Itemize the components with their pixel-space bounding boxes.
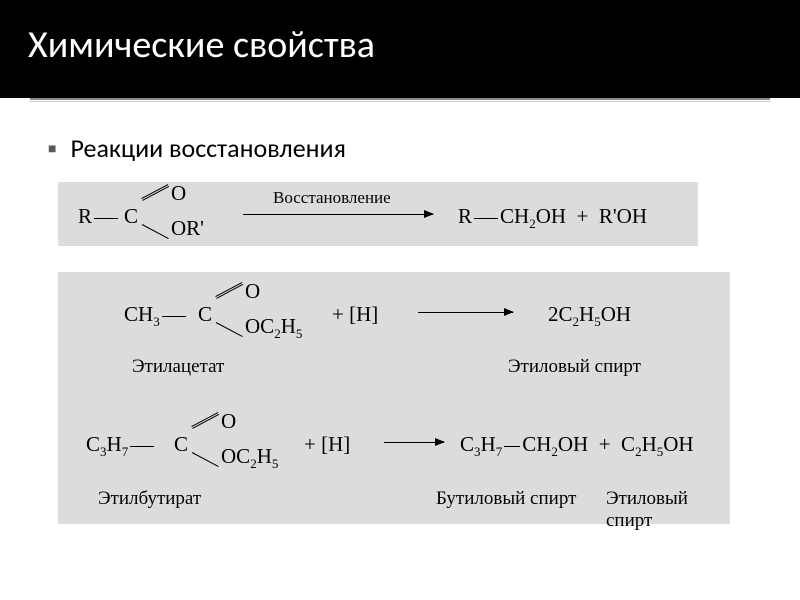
equation-box-examples: CH3 C O OC2H5 + [H] 2C2H5OH Этилацетат Э…: [58, 272, 730, 524]
eq2b-carbonyl-or: OC2H5: [221, 444, 278, 472]
eq2b-carbonyl: C O OC2H5: [174, 418, 254, 468]
eq2a-carbonyl-o: O: [245, 279, 260, 304]
eq2a-carbonyl: C O OC2H5: [198, 288, 278, 338]
eq2a-rhs: 2C2H5OH: [548, 302, 631, 330]
eq2a-rhs-label: Этиловый спирт: [508, 356, 641, 378]
eq2b-arrow: [384, 442, 444, 443]
eq1-arrow-label: Восстановление: [273, 188, 391, 208]
eq1-carbonyl-or: OR': [171, 216, 204, 241]
eq2b-rhs-label: Этиловый спирт: [606, 488, 730, 532]
eq2b-carbonyl-o: O: [221, 409, 236, 434]
eq2b-lhs-prefix: C3H7: [86, 432, 156, 460]
eq2a-arrow: [418, 312, 513, 313]
eq1-arrow: [243, 214, 433, 215]
eq1-carbonyl-o: O: [171, 181, 186, 206]
eq2b-lhs-label: Этилбутират: [98, 488, 201, 510]
eq2a-carbonyl-or: OC2H5: [245, 314, 302, 342]
eq2b-plus-h: + [H]: [304, 432, 350, 457]
eq2b-rhs: C3H7CH2OH + C2H5OH: [460, 432, 694, 460]
eq2a-lhs-label: Этилацетат: [132, 356, 224, 378]
eq2a-plus-h: + [H]: [332, 302, 378, 327]
section-subhead: Реакции восстановления: [48, 132, 760, 164]
page-title: Химические свойства: [28, 22, 800, 68]
eq1-rhs: RCH2OH + R'OH: [458, 204, 647, 232]
eq2a-lhs-prefix: CH3: [124, 302, 188, 330]
content-area: Реакции восстановления R C O OR' Восстан…: [0, 102, 800, 524]
equation-box-general: R C O OR' Восстановление RCH2OH + R'OH: [58, 182, 698, 246]
eq2b-mid-label: Бутиловый спирт: [436, 488, 576, 510]
slide-header: Химические свойства: [0, 0, 800, 98]
eq1-lhs-r: R: [78, 204, 120, 229]
eq1-carbonyl: C O OR': [124, 190, 204, 240]
